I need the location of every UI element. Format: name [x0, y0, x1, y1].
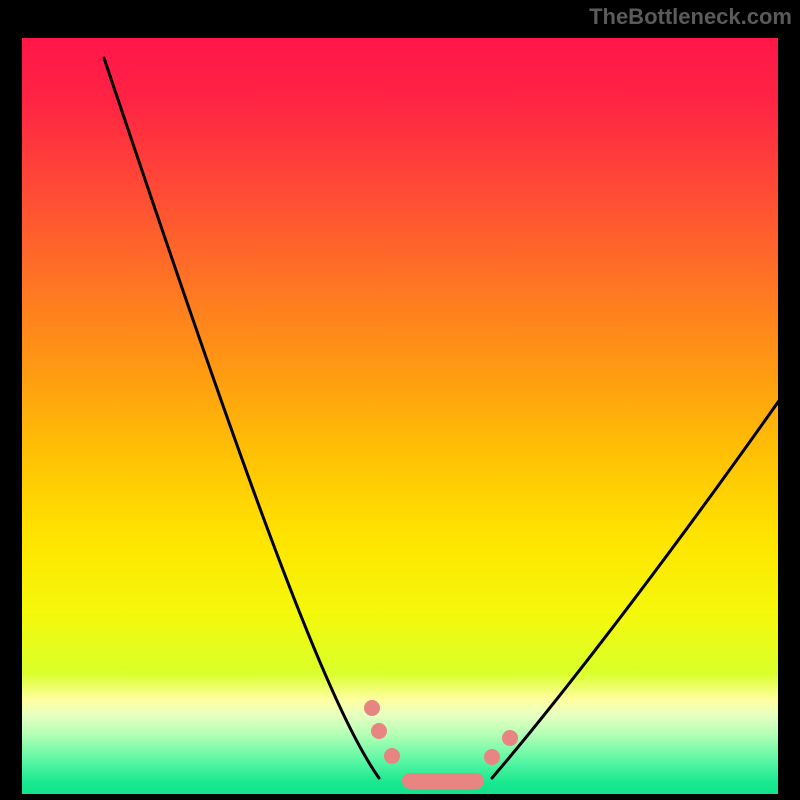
- left-curve: [104, 58, 379, 778]
- accent-dot-0: [364, 700, 380, 716]
- accent-dot-2: [384, 748, 400, 764]
- curves-layer: [22, 38, 778, 794]
- accent-dot-1: [371, 723, 387, 739]
- accent-dot-4: [502, 730, 518, 746]
- plot-area: [22, 38, 778, 794]
- watermark: TheBottleneck.com: [589, 4, 792, 30]
- base-bar: [402, 773, 484, 789]
- right-curve: [492, 368, 778, 778]
- accent-dot-3: [484, 749, 500, 765]
